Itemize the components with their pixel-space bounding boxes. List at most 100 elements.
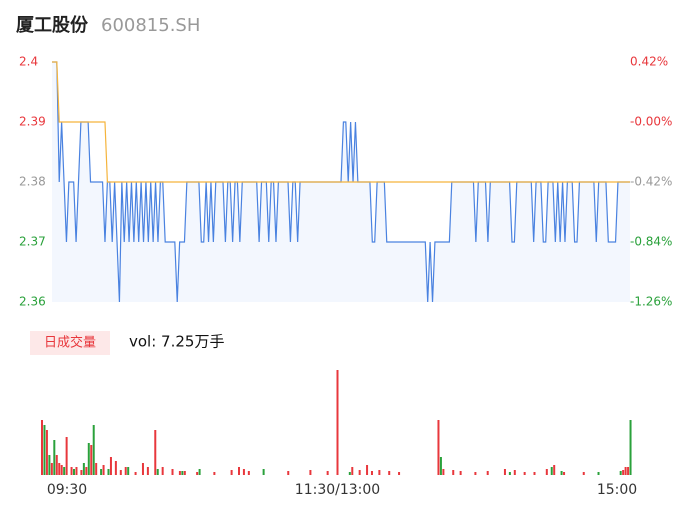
volume-bar <box>87 443 90 475</box>
volume-bar <box>597 472 600 475</box>
volume-bar <box>80 470 83 475</box>
volume-bar <box>582 472 585 475</box>
volume-bar <box>183 471 186 475</box>
volume-bar <box>134 472 137 475</box>
volume-bar <box>553 465 556 475</box>
volume-bar <box>452 470 455 475</box>
volume-bar <box>50 463 53 475</box>
volume-bar <box>154 430 157 475</box>
volume-bar <box>545 469 548 475</box>
volume-bar <box>351 467 354 475</box>
volume-bar <box>533 472 536 475</box>
volume-bar <box>119 470 122 475</box>
volume-bar <box>560 471 563 475</box>
y2-tick-label: -0.84% <box>630 235 672 249</box>
volume-bar <box>629 420 632 475</box>
volume-bar <box>43 425 46 475</box>
volume-bar <box>70 467 73 475</box>
volume-bar <box>230 470 233 475</box>
volume-bar <box>73 469 76 475</box>
volume-bar <box>370 471 373 475</box>
volume-bar <box>196 472 199 475</box>
volume-bar <box>58 463 61 475</box>
volume-bar <box>85 467 88 475</box>
volume-bar <box>55 455 58 475</box>
volume-bar <box>181 471 184 475</box>
volume-bar <box>213 472 216 475</box>
volume-bar <box>309 470 312 475</box>
volume-bar <box>437 420 440 475</box>
y-tick-label: 2.36 <box>19 295 46 309</box>
volume-bar <box>48 455 51 475</box>
volume-bar <box>124 467 127 475</box>
volume-tag-bg <box>30 331 110 355</box>
volume-bar <box>114 461 117 475</box>
volume-bar <box>459 471 462 475</box>
volume-bar <box>127 467 130 475</box>
volume-bar <box>178 471 181 475</box>
volume-bar <box>171 469 174 475</box>
volume-bar <box>102 465 105 475</box>
y2-tick-label: -0.00% <box>630 115 672 129</box>
volume-bar <box>107 469 110 475</box>
volume-bar <box>65 437 68 475</box>
y2-tick-label: -0.42% <box>630 175 672 189</box>
volume-bar <box>63 467 66 475</box>
volume-bar <box>474 472 477 475</box>
volume-bar <box>622 470 625 475</box>
volume-tag: 日成交量 <box>44 335 96 351</box>
volume-bar <box>242 469 245 475</box>
volume-bar <box>336 370 339 475</box>
x-tick-label: 15:00 <box>597 482 637 498</box>
y-tick-label: 2.37 <box>19 235 46 249</box>
volume-bar <box>60 465 63 475</box>
volume-bar <box>109 457 112 475</box>
stock-code: 600815.SH <box>101 15 200 36</box>
volume-bar <box>513 470 516 475</box>
volume-bar <box>398 472 401 475</box>
volume-bar <box>90 445 93 475</box>
volume-bar <box>439 457 442 475</box>
volume-bar <box>146 467 149 475</box>
volume-bar <box>486 471 489 475</box>
volume-bar <box>523 472 526 475</box>
x-tick-label: 11:30/13:00 <box>295 482 380 498</box>
volume-bar <box>563 472 566 475</box>
y2-tick-label: -1.26% <box>630 295 672 309</box>
volume-bar <box>358 470 361 475</box>
volume-bar <box>326 471 329 475</box>
volume-bar <box>41 420 43 475</box>
volume-bar <box>95 463 98 475</box>
average-line <box>52 61 630 183</box>
y-tick-label: 2.4 <box>19 55 38 69</box>
volume-bar <box>287 471 290 475</box>
volume-bar <box>45 430 48 475</box>
volume-bar <box>627 467 630 475</box>
volume-bar <box>82 463 85 475</box>
volume-bar <box>550 467 553 475</box>
volume-bar <box>247 471 250 475</box>
volume-bar <box>624 467 627 475</box>
stock-name: 厦工股份 <box>16 14 89 36</box>
volume-bar <box>442 469 445 475</box>
y-tick-label: 2.38 <box>19 175 46 189</box>
volume-bar <box>141 463 144 475</box>
y2-tick-label: 0.42% <box>630 55 668 69</box>
volume-bar <box>156 469 159 475</box>
volume-bar <box>262 469 265 475</box>
volume-bar <box>238 467 240 475</box>
volume-summary: vol: 7.25万手 <box>129 333 224 351</box>
volume-bar <box>378 470 381 475</box>
volume-bar <box>92 425 95 475</box>
volume-bar <box>53 440 56 475</box>
volume-bar <box>198 469 201 475</box>
volume-bar <box>366 465 369 475</box>
volume-bar <box>388 471 391 475</box>
volume-bar <box>75 467 78 475</box>
volume-bar <box>619 471 622 475</box>
volume-bar <box>348 472 351 475</box>
volume-bar <box>503 469 506 475</box>
x-tick-label: 09:30 <box>47 482 87 498</box>
volume-bar <box>508 472 511 475</box>
